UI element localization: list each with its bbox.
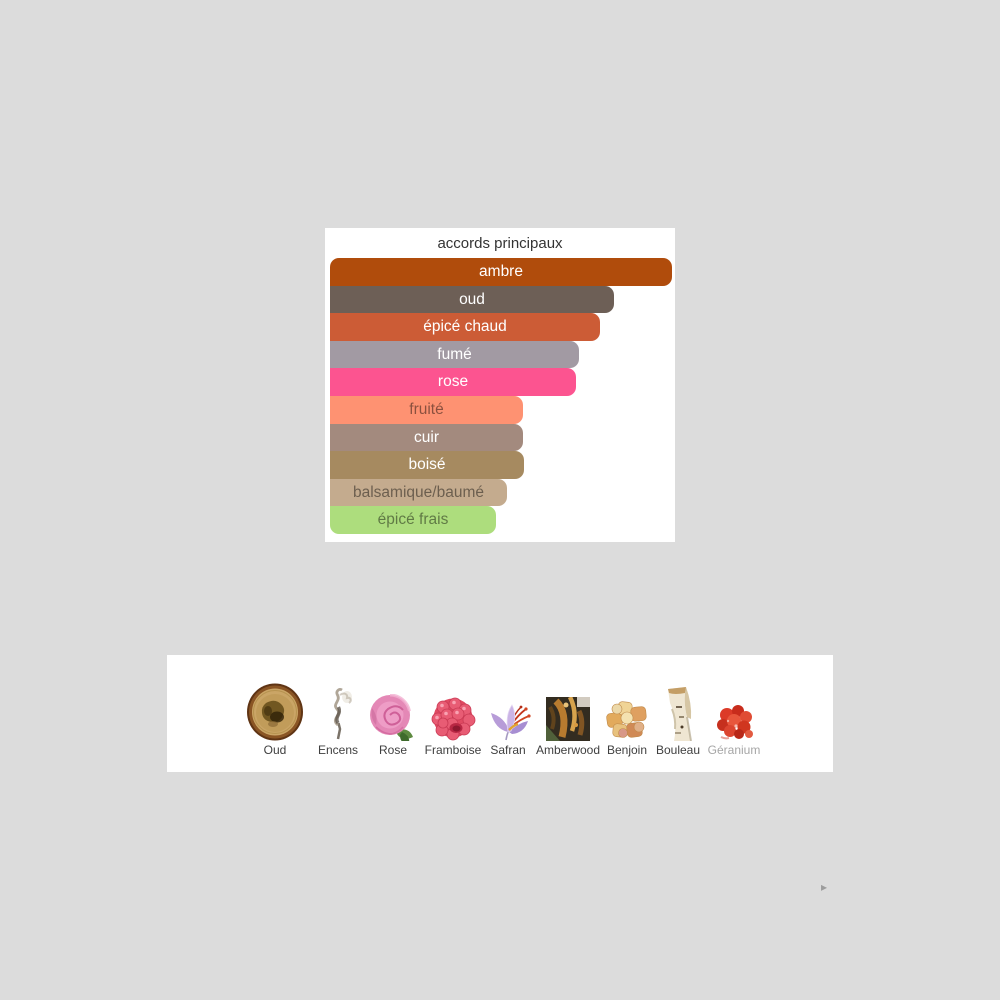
accord-bar-label: balsamique/baumé [353, 483, 484, 501]
accord-bar-label: boisé [408, 456, 446, 474]
note-item-bouleau[interactable]: Bouleau [638, 672, 718, 758]
birch-bark-icon [656, 687, 700, 742]
note-label: Rose [378, 743, 407, 757]
oud-wood-slice-icon [246, 681, 304, 741]
accord-bar-epice-chaud: épicé chaud [330, 313, 600, 341]
note-label: Benjoin [606, 743, 648, 757]
accord-bar-ambre: ambre [330, 258, 672, 286]
accord-bar-oud: oud [330, 285, 614, 314]
notes-strip: Oud Encens [167, 655, 833, 772]
accord-bar-rose: rose [330, 368, 576, 396]
note-item-encens[interactable]: Encens [298, 672, 378, 758]
accord-bar-fruite: fruité [330, 395, 523, 424]
note-item-geranium[interactable]: Géranium [694, 672, 774, 758]
accord-bar-cuir: cuir [330, 423, 523, 452]
rose-flower-icon [369, 693, 417, 745]
incense-smoke-icon [321, 685, 355, 741]
accord-bar-label: fruité [409, 400, 444, 418]
accords-panel: accords principaux ambre oud épicé chaud… [325, 228, 675, 542]
saffron-flower-icon [485, 699, 531, 741]
note-item-amberwood[interactable]: Amberwood [528, 672, 608, 758]
note-item-oud[interactable]: Oud [235, 672, 315, 758]
note-label: Framboise [424, 743, 482, 757]
note-item-safran[interactable]: Safran [468, 672, 548, 758]
note-item-rose[interactable]: Rose [353, 672, 433, 758]
accord-bar-epice-frais: épicé frais [330, 506, 496, 534]
accords-bars: ambre oud épicé chaud fumé rose fruité c… [330, 258, 675, 534]
accord-bar-boise: boisé [330, 451, 524, 479]
accords-title: accords principaux [437, 235, 563, 252]
accord-bar-label: oud [459, 290, 485, 308]
benzoin-resin-icon [603, 697, 651, 741]
note-label: Bouleau [655, 743, 701, 757]
note-label: Oud [263, 743, 287, 757]
raspberry-icon [430, 697, 477, 741]
accord-bar-fume: fumé [330, 340, 579, 369]
note-label: Amberwood [535, 743, 601, 757]
note-label: Encens [317, 743, 359, 757]
note-label: Safran [490, 743, 526, 757]
accord-bar-label: cuir [414, 428, 439, 446]
note-label: Géranium [707, 743, 761, 757]
accord-bar-balsamique: balsamique/baumé [330, 478, 507, 507]
accord-bar-label: épicé chaud [423, 318, 507, 336]
note-item-framboise[interactable]: Framboise [413, 672, 493, 758]
accord-bar-label: rose [437, 373, 469, 391]
accord-bar-label: ambre [479, 263, 523, 280]
accord-bar-label: épicé frais [377, 511, 449, 529]
accord-bar-label: fumé [437, 345, 472, 363]
amberwood-photo-icon [546, 695, 590, 741]
geranium-flower-icon [713, 703, 755, 741]
note-item-benjoin[interactable]: Benjoin [587, 672, 667, 758]
expand-arrow-icon[interactable]: ▸ [821, 880, 828, 894]
